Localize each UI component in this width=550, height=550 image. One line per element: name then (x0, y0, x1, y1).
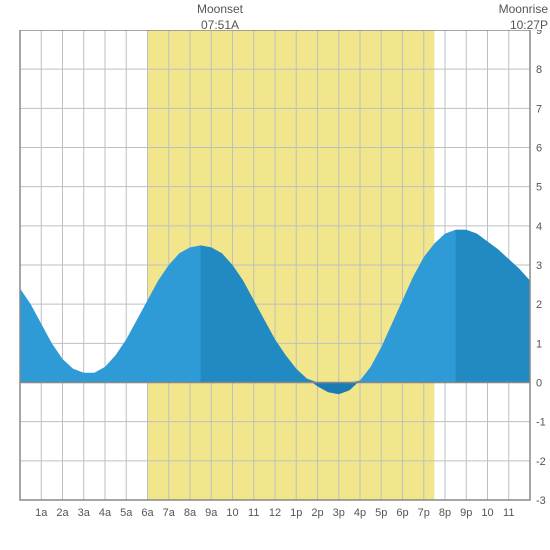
svg-text:9p: 9p (460, 507, 472, 519)
svg-text:-2: -2 (536, 456, 546, 468)
chart-svg: -3-2-101234567891a2a3a4a5a6a7a8a9a101112… (0, 30, 550, 550)
svg-text:0: 0 (536, 378, 542, 390)
svg-text:9: 9 (536, 30, 542, 37)
svg-text:3p: 3p (333, 507, 345, 519)
svg-text:-3: -3 (536, 495, 546, 507)
svg-text:6a: 6a (141, 507, 154, 519)
svg-text:8a: 8a (184, 507, 197, 519)
svg-text:1a: 1a (35, 507, 48, 519)
svg-text:8p: 8p (439, 507, 451, 519)
svg-text:7a: 7a (163, 507, 176, 519)
svg-text:3: 3 (536, 260, 542, 272)
svg-text:8: 8 (536, 64, 542, 76)
moonset-title: Moonset (197, 2, 243, 16)
svg-text:3a: 3a (78, 507, 91, 519)
svg-text:5p: 5p (375, 507, 387, 519)
svg-text:4p: 4p (354, 507, 366, 519)
svg-text:1: 1 (536, 338, 542, 350)
svg-text:10: 10 (481, 507, 493, 519)
svg-text:12: 12 (269, 507, 281, 519)
tide-chart: Moonset 07:51A Moonrise 10:27P -3-2-1012… (0, 0, 550, 550)
svg-text:2: 2 (536, 299, 542, 311)
svg-text:6p: 6p (396, 507, 408, 519)
svg-text:4a: 4a (99, 507, 112, 519)
svg-text:-1: -1 (536, 417, 546, 429)
svg-text:11: 11 (248, 507, 259, 519)
svg-text:7: 7 (536, 103, 542, 115)
svg-text:6: 6 (536, 143, 542, 155)
svg-text:2a: 2a (56, 507, 69, 519)
svg-text:5: 5 (536, 182, 542, 194)
svg-text:5a: 5a (120, 507, 133, 519)
svg-text:11: 11 (503, 507, 514, 519)
svg-text:2p: 2p (311, 507, 323, 519)
moonrise-title: Moonrise (499, 2, 548, 16)
moonrise-label: Moonrise 10:27P (478, 2, 548, 33)
svg-text:7p: 7p (418, 507, 430, 519)
svg-text:4: 4 (536, 221, 542, 233)
svg-text:10: 10 (226, 507, 238, 519)
svg-text:1p: 1p (290, 507, 302, 519)
svg-text:9a: 9a (205, 507, 218, 519)
moonset-label: Moonset 07:51A (180, 2, 260, 33)
